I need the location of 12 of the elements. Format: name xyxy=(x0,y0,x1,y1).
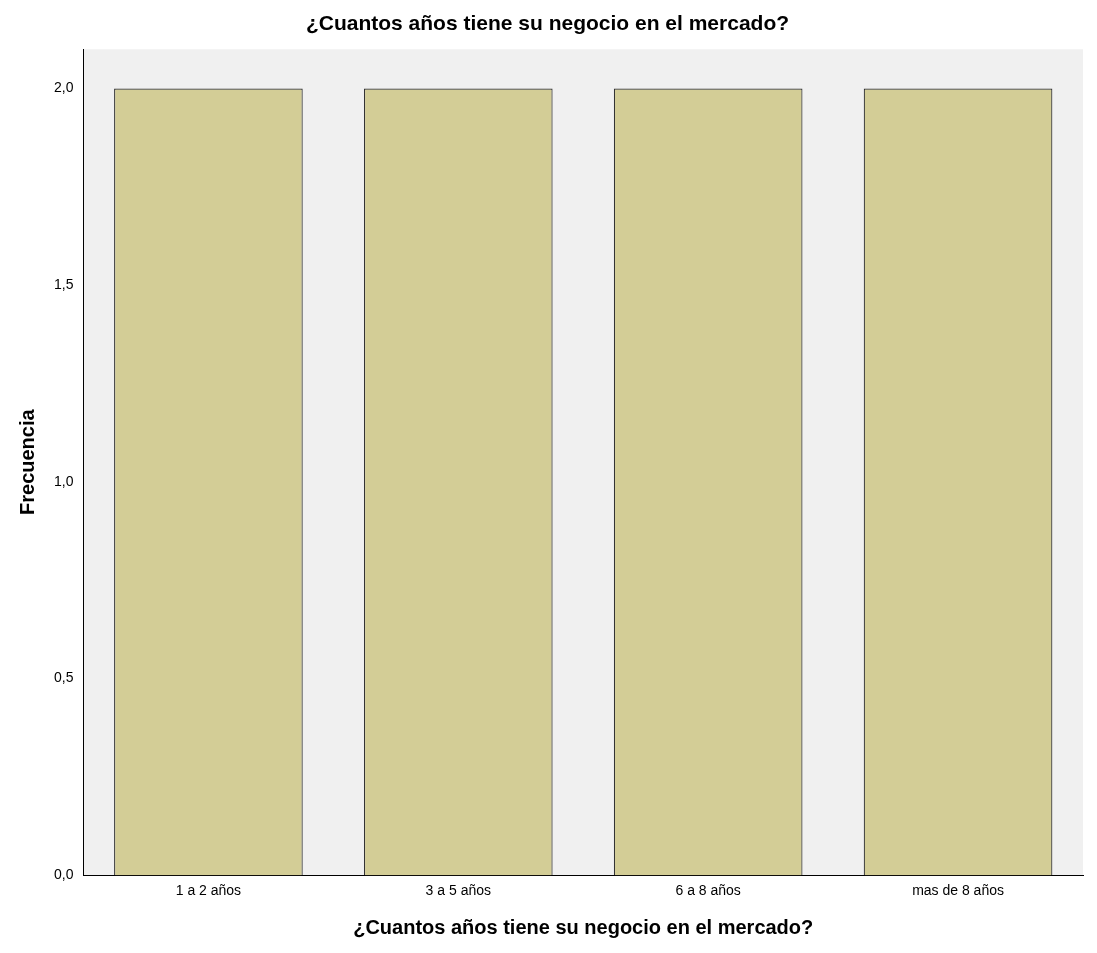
y-axis-title: Frecuencia xyxy=(15,408,38,515)
x-tick-label: mas de 8 años xyxy=(912,882,1004,899)
y-tick-label: 1,0 xyxy=(53,472,74,489)
y-tick-label: 2,0 xyxy=(53,79,74,96)
chart-title: ¿Cuantos años tiene su negocio en el mercado? xyxy=(305,11,790,35)
y-tick-label: 0,0 xyxy=(53,866,74,883)
x-tick-label: 3 a 5 años xyxy=(425,882,491,899)
y-tick-label: 0,5 xyxy=(53,669,74,686)
y-tick-label: 1,5 xyxy=(53,276,74,293)
x-axis-title: ¿Cuantos años tiene su negocio en el mercado? xyxy=(353,915,814,938)
x-tick-label: 1 a 2 años xyxy=(175,882,242,899)
x-tick-label: 6 a 8 años xyxy=(675,882,741,899)
